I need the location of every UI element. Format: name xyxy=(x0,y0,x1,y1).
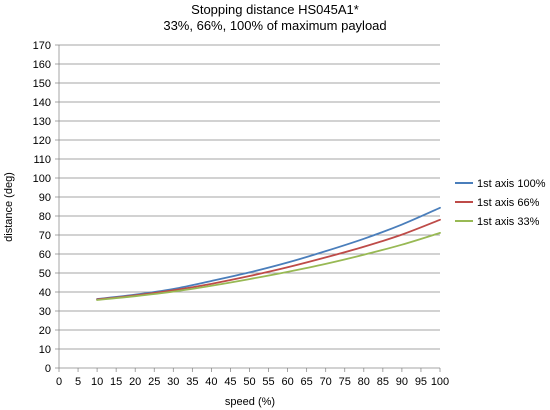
y-tick-label: 170 xyxy=(33,40,51,52)
x-tick-label: 50 xyxy=(243,376,255,388)
x-tick-label: 85 xyxy=(377,376,389,388)
chart-title: Stopping distance HS045A1* xyxy=(191,2,359,17)
x-tick-label: 25 xyxy=(148,376,160,388)
y-tick-label: 20 xyxy=(39,325,51,337)
y-tick-label: 150 xyxy=(33,78,51,90)
y-tick-label: 10 xyxy=(39,344,51,356)
x-axis-label: speed (%) xyxy=(225,396,275,408)
y-tick-label: 90 xyxy=(39,192,51,204)
x-tick-label: 60 xyxy=(281,376,293,388)
legend-label-2: 1st axis 66% xyxy=(477,197,540,209)
y-tick-label: 80 xyxy=(39,211,51,223)
x-tick-label: 15 xyxy=(110,376,122,388)
x-tick-label: 10 xyxy=(91,376,103,388)
x-tick-label: 90 xyxy=(396,376,408,388)
gridlines xyxy=(59,44,440,350)
x-tick-label: 5 xyxy=(75,376,81,388)
y-tick-label: 0 xyxy=(45,363,51,375)
y-tick-label: 100 xyxy=(33,173,51,185)
x-tick-label: 75 xyxy=(339,376,351,388)
y-tick-label: 60 xyxy=(39,249,51,261)
x-tick-label: 65 xyxy=(301,376,313,388)
y-tick-label: 120 xyxy=(33,135,51,147)
x-tick-label: 55 xyxy=(262,376,274,388)
y-tick-label: 130 xyxy=(33,116,51,128)
x-tick-label: 80 xyxy=(358,376,370,388)
axes xyxy=(55,44,441,372)
x-tick-label: 35 xyxy=(186,376,198,388)
legend-label-3: 1st axis 33% xyxy=(477,216,540,228)
y-tick-label: 50 xyxy=(39,268,51,280)
y-tick-label: 70 xyxy=(39,230,51,242)
x-tick-label: 100 xyxy=(431,376,449,388)
x-tick-label: 95 xyxy=(415,376,427,388)
y-tick-label: 30 xyxy=(39,306,51,318)
tick-labels: 0102030405060708090100110120130140150160… xyxy=(33,40,450,388)
x-tick-label: 70 xyxy=(320,376,332,388)
x-tick-label: 40 xyxy=(205,376,217,388)
y-tick-label: 40 xyxy=(39,287,51,299)
series-line-1 xyxy=(96,206,441,300)
series-line-2 xyxy=(96,218,441,301)
legend-label-1: 1st axis 100% xyxy=(477,178,546,190)
x-tick-label: 0 xyxy=(56,376,62,388)
x-tick-label: 30 xyxy=(167,376,179,388)
x-tick-label: 45 xyxy=(224,376,236,388)
legend: 1st axis 100% 1st axis 66% 1st axis 33% xyxy=(455,178,546,228)
y-tick-label: 110 xyxy=(33,154,51,166)
x-tick-label: 20 xyxy=(129,376,141,388)
y-tick-label: 140 xyxy=(33,97,51,109)
series-line-3 xyxy=(96,232,441,301)
chart-title-block: Stopping distance HS045A1* 33%, 66%, 100… xyxy=(0,2,550,34)
y-tick-label: 160 xyxy=(33,59,51,71)
chart-subtitle: 33%, 66%, 100% of maximum payload xyxy=(163,18,387,33)
y-axis-label: distance (deg) xyxy=(3,172,15,242)
series-lines xyxy=(96,206,441,301)
